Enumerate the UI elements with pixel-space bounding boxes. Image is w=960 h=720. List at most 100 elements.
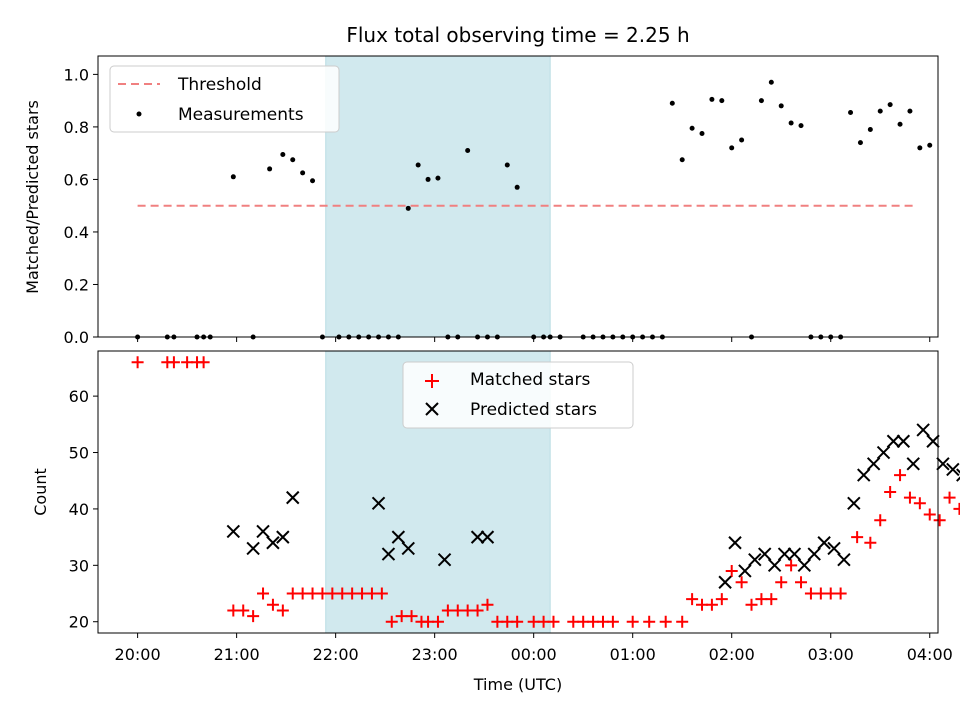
bottom-y-axis: 20 30 40 50 60: [69, 387, 98, 632]
measurement-point: [425, 176, 431, 182]
bottom-predicted-layer: [226, 423, 960, 589]
predicted-star-point: [381, 547, 396, 561]
matched-star-point: [785, 559, 798, 572]
top-y-tick-label: 1.0: [64, 65, 89, 84]
legend-threshold-label: Threshold: [177, 75, 262, 95]
matched-star-point: [874, 514, 887, 527]
legend-measurements-swatch: [136, 111, 142, 117]
top-x-ticks: [137, 337, 931, 342]
legend-predicted-swatch: [425, 402, 439, 416]
measurement-point: [290, 157, 296, 163]
measurement-point: [465, 148, 471, 154]
predicted-star-point: [738, 564, 752, 578]
predicted-star-point: [797, 558, 812, 573]
matched-star-point: [864, 536, 877, 549]
matched-star-point: [765, 593, 778, 606]
measurement-point: [699, 130, 705, 136]
top-y-tick-label: 0.4: [64, 223, 89, 242]
top-y-tick-label: 0.8: [64, 118, 89, 137]
predicted-star-point: [787, 547, 802, 561]
matched-star-point: [943, 491, 956, 504]
bottom-y-tick-label: 50: [69, 444, 89, 463]
measurement-point: [679, 157, 685, 163]
matched-star-point: [405, 610, 418, 623]
matched-star-point: [894, 469, 907, 482]
predicted-star-point: [276, 530, 290, 544]
matched-star-point: [745, 598, 758, 611]
top-y-axis: 0.0 0.2 0.4 0.6 0.8 1.0: [64, 65, 98, 347]
matched-star-point: [676, 615, 689, 628]
top-chart-title: Flux total observing time = 2.25 h: [346, 23, 689, 47]
legend-predicted-label: Predicted stars: [470, 400, 597, 420]
matched-star-point: [471, 604, 484, 617]
bottom-y-tick-label: 30: [69, 556, 89, 575]
measurement-point: [867, 127, 873, 133]
measurement-point: [300, 170, 306, 176]
matched-star-point: [705, 598, 718, 611]
matched-star-point: [643, 615, 656, 628]
measurement-point: [778, 103, 784, 109]
matched-star-point: [913, 497, 926, 510]
measurement-point: [739, 137, 745, 143]
measurement-point: [719, 98, 725, 104]
predicted-star-point: [956, 468, 960, 482]
predicted-star-point: [827, 541, 841, 556]
bottom-legend: Matched stars Predicted stars: [402, 361, 634, 429]
top-y-tick-label: 0.0: [64, 328, 89, 347]
predicted-star-point: [866, 457, 881, 471]
matched-star-point: [626, 615, 639, 628]
measurement-point: [689, 125, 695, 131]
matched-star-point: [725, 564, 738, 577]
bottom-x-tick-label: 00:00: [511, 645, 557, 664]
measurement-point: [857, 140, 863, 146]
bottom-panel: 20 30 40 50 60 20:00 21:00 22:00 23:00 00:00 01:0…: [31, 350, 960, 694]
predicted-star-point: [837, 552, 851, 567]
predicted-star-point: [286, 490, 300, 505]
predicted-star-point: [936, 457, 950, 471]
bottom-plot-frame: [97, 350, 939, 634]
bottom-x-tick-label: 23:00: [412, 645, 458, 664]
predicted-star-point: [246, 541, 260, 556]
bottom-y-tick-label: 20: [69, 613, 89, 632]
predicted-star-point: [767, 558, 782, 573]
measurement-point: [768, 79, 774, 85]
legend-matched-swatch: [425, 374, 439, 388]
measurement-point: [709, 96, 715, 102]
predicted-star-point: [777, 547, 792, 561]
measurement-point: [848, 109, 854, 115]
measurement-point: [514, 184, 520, 190]
matched-star-point: [511, 615, 524, 628]
predicted-star-point: [916, 423, 930, 437]
bottom-x-tick-label: 02:00: [709, 645, 755, 664]
matched-star-point: [735, 576, 748, 589]
top-shaded-region: [325, 55, 551, 338]
top-panel: 0.0 0.2 0.4 0.6 0.8 1.0 Flux total observing …: [23, 23, 939, 347]
predicted-star-point: [817, 536, 831, 550]
predicted-star-point: [226, 524, 241, 539]
predicted-star-point: [401, 541, 415, 556]
matched-star-point: [775, 576, 788, 589]
matched-star-point: [197, 356, 210, 369]
matched-star-point: [834, 587, 847, 600]
bottom-x-axis: 20:00 21:00 22:00 23:00 00:00 01:00 02:00 03:00…: [115, 633, 953, 664]
predicted-star-point: [758, 547, 772, 561]
measurement-point: [758, 98, 764, 104]
predicted-star-point: [946, 462, 960, 477]
matched-star-point: [131, 356, 144, 369]
legend-measurements-label: Measurements: [178, 105, 304, 125]
bottom-x-tick-label: 22:00: [313, 645, 359, 664]
matched-star-point: [247, 610, 260, 623]
matched-star-point: [167, 356, 180, 369]
measurement-point: [877, 108, 883, 114]
matched-star-point: [884, 486, 897, 498]
matched-star-point: [606, 615, 619, 628]
matched-star-point: [266, 598, 279, 611]
predicted-star-point: [807, 547, 821, 561]
bottom-y-axis-label: Count: [31, 468, 50, 516]
predicted-star-point: [718, 575, 732, 589]
predicted-star-point: [256, 524, 270, 539]
matched-star-point: [933, 514, 946, 527]
bottom-x-tick-label: 21:00: [214, 645, 260, 664]
predicted-star-point: [480, 530, 495, 544]
bottom-y-tick-label: 60: [69, 387, 89, 406]
